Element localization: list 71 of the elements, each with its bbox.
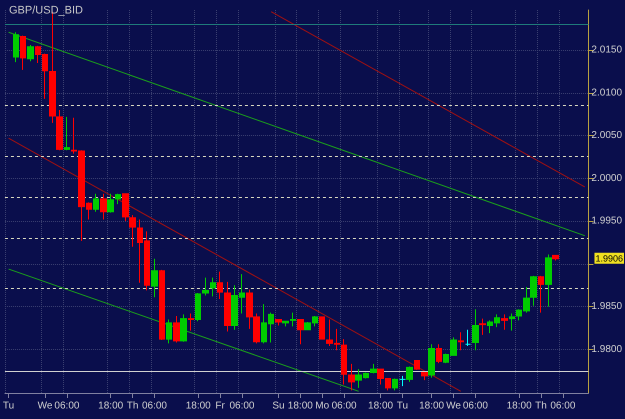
y-tick-label: 1.9950 [591, 216, 622, 227]
candlestick [20, 35, 26, 70]
x-tick-label: Mo [315, 400, 330, 412]
x-tick-label: 06:00 [332, 400, 358, 412]
x-tick-label: We [446, 400, 462, 412]
candlestick [275, 318, 282, 326]
candlestick [472, 308, 479, 351]
candlestick [195, 292, 201, 322]
x-tick-label: 06:00 [54, 400, 80, 412]
candlestick [173, 316, 180, 344]
candlestick [224, 281, 231, 332]
y-tick-label: 1.9800 [591, 344, 622, 355]
x-tick-label: 06:00 [229, 400, 255, 412]
candlestick [297, 318, 304, 345]
candlestick [428, 344, 435, 378]
candlestick [545, 254, 552, 308]
candlestick [465, 329, 471, 346]
candlestick [501, 314, 508, 330]
y-tick-label: 1.9850 [591, 301, 622, 312]
candlestick [479, 318, 486, 336]
candlestick [202, 277, 209, 296]
chart-title: GBP/USD_BID [9, 4, 84, 16]
candlestick [166, 318, 172, 344]
y-tick-label: 2.0000 [591, 172, 622, 184]
x-tick-label: Su [272, 400, 285, 412]
y-tick-label: 2.0050 [591, 130, 622, 142]
candlestick [27, 44, 34, 62]
candlestick [538, 275, 544, 314]
x-tick-label: 18:00 [288, 400, 314, 412]
x-tick-label: Tu [2, 400, 14, 412]
text: 1.9906 [595, 253, 624, 264]
candlestick [406, 366, 413, 382]
candlestick [436, 344, 442, 364]
candlestick [188, 312, 194, 332]
candlestick [319, 316, 325, 340]
candlestick [56, 110, 63, 151]
candlestick [458, 332, 464, 351]
candlestick [414, 360, 420, 370]
y-tick-label: 2.0100 [591, 87, 622, 98]
candlestick [217, 271, 223, 300]
x-tick-label: 06:00 [142, 400, 168, 412]
x-tick-label: 18:00 [186, 400, 212, 412]
y-tick-label: 2.0150 [591, 44, 622, 56]
x-tick-label: Fr [215, 400, 226, 412]
candlestick [210, 277, 216, 297]
candlestick [348, 363, 355, 391]
candlestick [421, 372, 428, 381]
x-tick-label: Tu [396, 400, 408, 412]
x-tick-label: 18:00 [98, 400, 124, 412]
candlestick [13, 32, 19, 63]
candlestick [64, 116, 70, 151]
x-tick-label: 06:00 [550, 400, 576, 412]
x-tick-label: 18:00 [419, 400, 445, 412]
candlestick [107, 193, 114, 214]
x-tick-label: 18:00 [506, 400, 532, 412]
candlestick [180, 314, 187, 342]
x-tick-label: We [38, 400, 53, 412]
candlestick [100, 193, 107, 220]
candlestick [93, 193, 99, 212]
candlestick [392, 378, 398, 391]
x-tick-label: 18:00 [368, 400, 394, 412]
candlestick [552, 254, 559, 261]
x-tick-label: 06:00 [462, 400, 488, 412]
x-tick-label: Th [535, 400, 547, 412]
candlestick [115, 193, 121, 205]
candlestick [151, 258, 158, 298]
candlestick [370, 363, 377, 374]
candlestick [399, 375, 406, 387]
candlestick [159, 269, 165, 340]
candlestick [509, 312, 515, 332]
x-tick-label: Th [126, 400, 138, 412]
